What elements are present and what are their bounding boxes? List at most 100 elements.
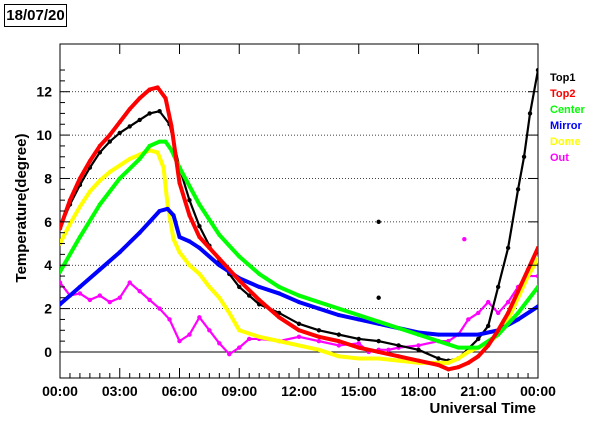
data-point-out	[177, 338, 182, 344]
data-point-top2	[163, 96, 168, 101]
data-point-center	[117, 176, 122, 181]
data-point-dome	[336, 354, 341, 359]
data-point-center	[476, 345, 481, 350]
data-point-dome	[446, 360, 451, 365]
data-point-mirror	[456, 332, 461, 337]
data-point-mirror	[536, 304, 538, 309]
data-point-center	[536, 284, 538, 289]
data-point-dome	[356, 356, 361, 361]
x-tick-label: 09:00	[221, 383, 257, 399]
data-point-top2	[177, 180, 182, 185]
data-point-top1	[495, 284, 501, 290]
data-point-out	[495, 310, 501, 316]
x-tick-label: 12:00	[281, 383, 317, 399]
data-point-out	[147, 297, 152, 303]
data-point-dome	[316, 347, 321, 352]
data-point-mirror	[297, 300, 301, 305]
data-point-dome	[171, 237, 176, 242]
data-point-mirror	[157, 209, 162, 213]
data-point-out	[87, 297, 93, 303]
data-point-top1	[296, 321, 302, 326]
x-tick-label: 00:00	[42, 383, 78, 399]
data-point-dome	[297, 343, 301, 348]
data-point-out	[247, 336, 252, 342]
series-line-center	[60, 139, 538, 350]
data-point-dome	[187, 263, 192, 268]
data-point-top1	[147, 111, 152, 116]
data-point-center	[336, 306, 341, 311]
data-point-center	[277, 284, 282, 289]
data-point-top1	[237, 284, 242, 290]
data-point-top2	[297, 328, 301, 333]
data-point-dome	[127, 156, 132, 161]
data-point-mirror	[436, 332, 441, 337]
outlier-point	[376, 219, 381, 225]
data-point-top2	[147, 87, 152, 92]
data-point-out	[486, 299, 491, 305]
data-point-out	[237, 345, 242, 350]
data-point-top2	[60, 226, 62, 231]
data-point-top2	[466, 360, 471, 365]
data-point-out	[336, 343, 342, 348]
series-top2	[60, 85, 538, 372]
data-point-top1	[336, 332, 342, 337]
data-point-top1	[356, 336, 361, 342]
data-point-top1	[515, 187, 521, 192]
data-point-top1	[127, 124, 132, 129]
data-point-top2	[476, 354, 481, 359]
data-point-dome	[396, 358, 401, 363]
gridlines	[60, 91, 538, 353]
data-point-top2	[456, 365, 461, 370]
data-point-out	[77, 291, 83, 296]
data-point-top2	[396, 354, 401, 359]
data-point-out	[466, 317, 471, 322]
data-point-top2	[486, 343, 491, 348]
data-point-top2	[67, 198, 72, 203]
data-point-out	[316, 338, 322, 344]
data-point-out	[416, 343, 421, 348]
data-point-mirror	[171, 213, 176, 218]
data-point-mirror	[187, 239, 192, 244]
data-point-out	[476, 310, 481, 316]
legend-entry-mirror: Mirror	[550, 120, 583, 132]
data-point-top2	[277, 315, 282, 320]
data-point-top2	[526, 267, 531, 272]
data-point-top2	[506, 310, 511, 315]
data-point-out	[217, 341, 222, 346]
data-point-top1	[527, 111, 533, 116]
data-point-out	[137, 289, 142, 294]
data-point-top2	[516, 289, 521, 294]
data-point-dome	[456, 356, 461, 361]
data-point-top2	[97, 143, 102, 148]
x-tick-label: 06:00	[162, 383, 198, 399]
data-point-top2	[436, 362, 441, 367]
data-point-out	[127, 280, 132, 285]
data-point-top2	[169, 124, 174, 129]
data-point-top1	[316, 328, 322, 333]
data-point-mirror	[60, 302, 62, 307]
data-point-top2	[197, 235, 202, 240]
data-point-out	[60, 280, 63, 285]
data-point-top2	[117, 120, 122, 125]
data-point-top2	[356, 345, 361, 350]
y-tick-label: 2	[44, 301, 52, 317]
data-point-center	[97, 202, 102, 207]
outlier-point	[462, 236, 467, 242]
data-point-top1	[97, 150, 103, 155]
data-point-top1	[117, 130, 122, 136]
data-point-top2	[257, 297, 262, 302]
y-tick-label: 6	[44, 214, 52, 230]
data-point-out	[187, 332, 192, 337]
data-point-mirror	[336, 313, 341, 318]
data-point-center	[147, 143, 152, 148]
data-point-dome	[217, 295, 222, 300]
data-point-center	[456, 345, 461, 350]
data-point-dome	[87, 189, 92, 194]
data-point-top1	[197, 223, 202, 229]
date-label: 18/07/20	[4, 4, 67, 27]
y-tick-label: 0	[44, 344, 52, 360]
data-point-dome	[165, 202, 170, 207]
data-point-center	[237, 254, 242, 259]
y-tick-label: 12	[36, 84, 52, 100]
y-tick-label: 4	[44, 257, 52, 273]
